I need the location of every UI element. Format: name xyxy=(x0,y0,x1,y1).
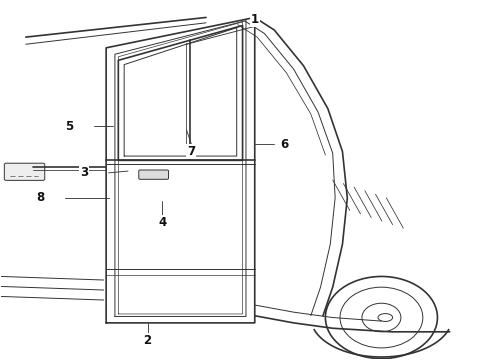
FancyBboxPatch shape xyxy=(139,170,169,179)
Text: 7: 7 xyxy=(187,145,196,158)
FancyBboxPatch shape xyxy=(4,163,45,180)
Text: 6: 6 xyxy=(280,138,288,151)
Text: 3: 3 xyxy=(80,166,88,179)
Text: 8: 8 xyxy=(36,192,45,204)
Text: 2: 2 xyxy=(144,334,151,347)
Text: 5: 5 xyxy=(66,120,74,133)
Text: 1: 1 xyxy=(251,13,259,26)
Text: 4: 4 xyxy=(158,216,166,229)
